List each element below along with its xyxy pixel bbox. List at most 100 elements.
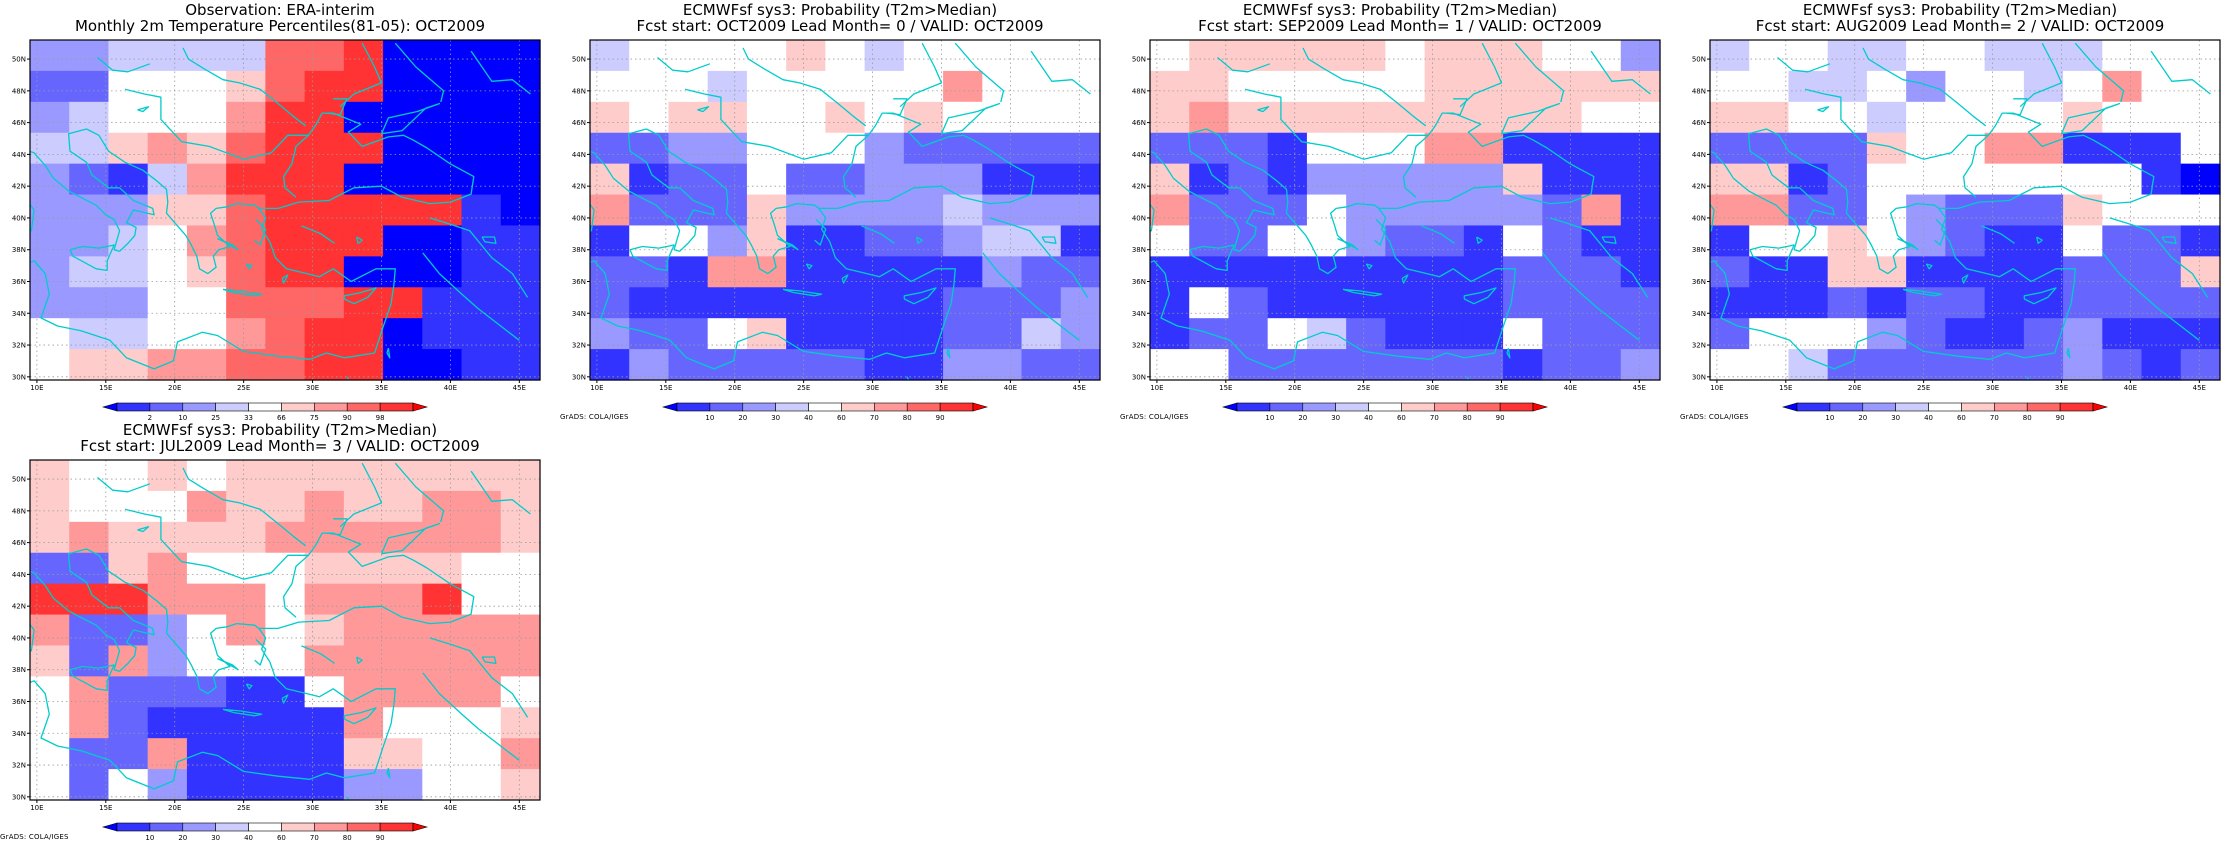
grid-cell [590, 349, 630, 381]
coastline [1206, 128, 1380, 275]
grid-cell [226, 194, 266, 227]
grid-cell [1228, 132, 1269, 165]
grid-cell [147, 132, 188, 165]
coastline [742, 47, 867, 127]
lon-tick-label: 15E [99, 384, 112, 392]
grid-cell [383, 490, 423, 523]
coastline [1925, 263, 1933, 270]
grads-credit: GrADS: COLA/IGES [0, 833, 69, 841]
grid-cell [982, 225, 1023, 257]
data-cells [590, 40, 1101, 381]
grid-cell [69, 101, 110, 134]
grid-cell [1228, 256, 1269, 288]
grid-cell [147, 490, 188, 523]
grid-cell [461, 738, 502, 770]
grid-cell [30, 645, 70, 677]
lon-tick-label: 40E [1004, 384, 1017, 392]
grid-cell [1749, 256, 1790, 288]
grid-cell [2063, 225, 2103, 257]
panel-title-line1: Observation: ERA-interim [185, 1, 375, 19]
grid-cell [186, 707, 227, 739]
grid-cell [30, 460, 70, 492]
coastline [429, 217, 529, 298]
grid-cell [383, 40, 423, 72]
grid-cell [1346, 101, 1386, 134]
grid-cell [629, 70, 670, 103]
grid-cell [943, 318, 983, 350]
grid-cell [1984, 40, 2025, 72]
coastline [818, 112, 1035, 210]
coastline [356, 656, 363, 665]
grid-cell [383, 318, 423, 350]
grid-cell [226, 163, 266, 196]
grid-cell [1542, 225, 1583, 257]
grid-cell [186, 769, 227, 801]
coastline [301, 225, 335, 244]
grid-cell [500, 225, 541, 257]
grid-cell [226, 101, 266, 134]
grid-cell [1150, 70, 1190, 103]
grid-cell [1984, 194, 2025, 227]
grid-cell [590, 287, 630, 319]
grid-cell [69, 614, 110, 647]
grid-cell [226, 645, 266, 677]
grid-cell [1906, 101, 1946, 134]
grid-cell [226, 70, 266, 103]
grid-cell [265, 645, 306, 677]
lat-tick-label: 36N [12, 698, 26, 706]
grid-cell [2102, 101, 2143, 134]
grid-cell [422, 256, 463, 288]
grid-cell [304, 521, 345, 554]
lat-tick-label: 30N [12, 793, 26, 801]
colorbar-segment [939, 402, 974, 412]
coastline [281, 694, 289, 704]
grid-cell [383, 225, 423, 257]
grid-cell [461, 318, 502, 350]
grid-cell [668, 225, 709, 257]
lat-tick-label: 34N [12, 730, 26, 738]
grid-cell [69, 256, 110, 288]
grid-cell [422, 769, 463, 801]
grid-cell [825, 318, 866, 350]
grid-cell [30, 583, 70, 616]
grid-cell [147, 460, 188, 492]
grid-cell [108, 163, 149, 196]
grid-cell [1866, 349, 1907, 381]
grid-cell [108, 769, 149, 801]
colorbar-segment [379, 822, 414, 832]
grid-cell [2180, 256, 2221, 288]
grid-cell [1150, 194, 1190, 227]
grid-cell [343, 194, 384, 227]
grid-cell [500, 521, 541, 554]
grid-cell [825, 287, 866, 319]
map-frame [1149, 39, 1661, 381]
grid-cell [186, 552, 227, 585]
grid-cell [1021, 256, 1062, 288]
lat-tick-label: 38N [1132, 246, 1146, 254]
grid-cell [2063, 40, 2103, 72]
grid-cell [1945, 101, 1986, 134]
colorbar-label: 80 [1463, 414, 1472, 420]
colorbar-label: 80 [903, 414, 912, 420]
grid-cell [943, 225, 983, 257]
lat-tick-label: 38N [572, 246, 586, 254]
coastline [1217, 57, 1271, 73]
grid-cell [1866, 163, 1907, 196]
lat-tick-label: 30N [12, 373, 26, 381]
grid-cell [1385, 163, 1426, 196]
grid-cell [1385, 225, 1426, 257]
coastline [1710, 128, 1835, 252]
lon-tick-label: 30E [306, 804, 319, 812]
panel-title-line1: ECMWFsf sys3: Probability (T2m>Median) [682, 1, 998, 19]
grid-cell [1228, 163, 1269, 196]
grid-cell [108, 490, 149, 523]
grid-cell [265, 460, 306, 492]
colorbar-label: 75 [310, 414, 319, 420]
grid-cell [1424, 70, 1465, 103]
grid-cell [590, 132, 630, 165]
grid-cell [422, 521, 463, 554]
coastline [1938, 112, 2155, 210]
coastline [429, 637, 529, 718]
coastline [326, 518, 348, 536]
grid-cell [69, 552, 110, 585]
